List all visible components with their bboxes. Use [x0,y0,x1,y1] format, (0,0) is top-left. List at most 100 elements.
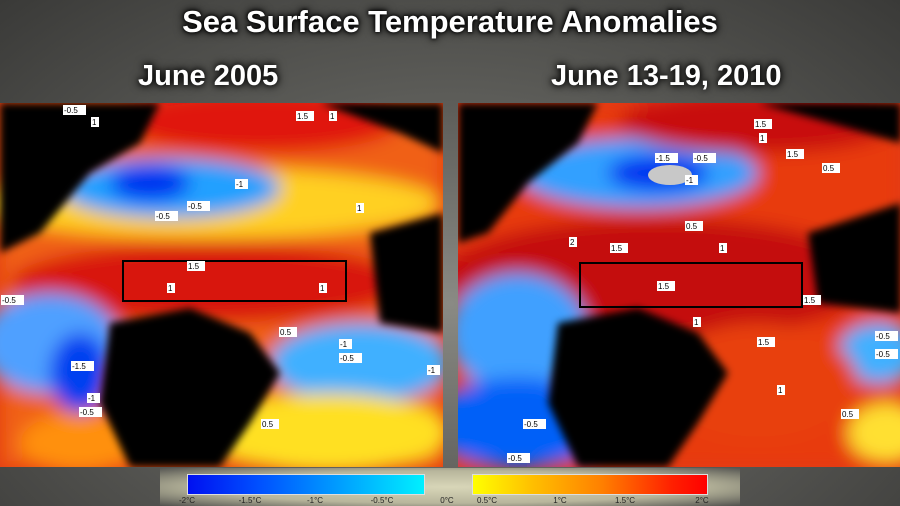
contour-label-bg [167,283,175,293]
highlight-box [579,262,803,308]
contour-label: -0.5 [2,296,16,305]
contour-label-bg [822,163,840,173]
panel-title-2005: June 2005 [138,60,279,92]
map-panel-2005: -0.5 1 1.5 1 -1 -0.5 -0.5 1 1.5 1 1 -0.5 0.5 -1 -0.5 -1… [0,103,443,467]
sst-map-2010: 1.5 -1.5 -0.5 -1 1 1.5 0.5 0.5 2 1.5 1 1.5 1.5 1 1.5 -0… [458,103,900,467]
colorbar-tick: 1°C [553,496,567,505]
contour-label: 1 [694,318,699,327]
contour-label-bg [339,353,362,363]
contour-label: -0.5 [156,212,170,221]
contour-label: -0.5 [64,106,78,115]
contour-label: -1 [236,180,244,189]
contour-label: -1 [428,366,436,375]
contour-label-bg [296,111,314,121]
contour-label-bg [329,111,337,121]
contour-label: -1.5 [72,362,86,371]
contour-label-bg [803,295,821,305]
main-title: Sea Surface Temperature Anomalies [182,4,718,39]
contour-label-bg [261,419,279,429]
panel-title-2010: June 13-19, 2010 [551,60,782,92]
contour-label-bg [319,283,327,293]
colorbar-tick: 1.5°C [614,496,636,505]
contour-label: 0.5 [686,222,698,231]
contour-label: 1.5 [758,338,770,347]
contour-label: -0.5 [188,202,202,211]
contour-label-bg [187,201,210,211]
colorbar-positive [472,474,708,495]
contour-label-bg [759,133,767,143]
contour-label-bg [655,153,678,163]
colorbar-tick: -1°C [306,496,324,505]
contour-label: 1 [92,118,97,127]
contour-label-bg [777,385,785,395]
contour-label-bg [786,149,804,159]
sst-map-2005: -0.5 1 1.5 1 -1 -0.5 -0.5 1 1.5 1 1 -0.5 0.5 -1 -0.5 -1… [0,103,443,467]
contour-label-bg [356,203,364,213]
contour-label-bg [875,349,898,359]
contour-label-bg [523,419,546,429]
contour-label: 1 [168,284,173,293]
contour-label-bg [693,317,701,327]
contour-label: 0.5 [823,164,835,173]
contour-label-bg [427,365,440,375]
contour-label: 1 [720,244,725,253]
contour-label-bg [1,295,24,305]
contour-label-bg [87,393,100,403]
contour-label-bg [841,409,859,419]
contour-label-bg [507,453,530,463]
colorbar-tick: 0°C [440,496,454,505]
contour-label-bg [155,211,178,221]
contour-label: 1 [760,134,765,143]
contour-label: 1 [357,204,362,213]
contour-label: -1 [686,176,694,185]
contour-label: 1 [320,284,325,293]
contour-label: -0.5 [524,420,538,429]
colorbar-tick: 2°C [695,496,709,505]
contour-label-bg [757,337,775,347]
contour-label: 1.5 [787,150,799,159]
contour-label-bg [187,261,205,271]
contour-label-bg [71,361,94,371]
contour-label: -0.5 [876,332,890,341]
contour-label: -0.5 [80,408,94,417]
contour-label: 2 [570,238,575,247]
contour-label: 1 [778,386,783,395]
colorbar-tick: -0.5°C [370,496,394,505]
contour-label-bg [719,243,727,253]
contour-label-bg [693,153,716,163]
contour-label-bg [875,331,898,341]
contour-label: 1.5 [755,120,767,129]
contour-label: 1.5 [611,244,623,253]
contour-label-bg [279,327,297,337]
contour-label-bg [754,119,772,129]
contour-label: -0.5 [876,350,890,359]
contour-label: 1.5 [804,296,816,305]
contour-label: 0.5 [280,328,292,337]
contour-label-bg [569,237,577,247]
contour-label-bg [91,117,99,127]
contour-label: 1.5 [297,112,309,121]
colorbar-negative [187,474,425,495]
highlight-box [122,260,347,302]
contour-label-bg [657,281,675,291]
contour-label: 0.5 [842,410,854,419]
contour-label: 1 [330,112,335,121]
contour-label: -1.5 [656,154,670,163]
contour-label-bg [610,243,628,253]
contour-label: 1.5 [658,282,670,291]
map-panel-2010: 1.5 -1.5 -0.5 -1 1 1.5 0.5 0.5 2 1.5 1 1.5 1.5 1 1.5 -0… [458,103,900,467]
colorbar-tick: -2°C [178,496,196,505]
contour-label-bg [235,179,248,189]
contour-label: -1 [88,394,96,403]
contour-label-bg [339,339,352,349]
colorbar-tick: 0.5°C [476,496,498,505]
contour-label: -0.5 [694,154,708,163]
contour-label-bg [63,105,86,115]
contour-label: -0.5 [340,354,354,363]
contour-label-bg [79,407,102,417]
contour-label-bg [685,221,703,231]
contour-label: 1.5 [188,262,200,271]
contour-label: -0.5 [508,454,522,463]
contour-label: 0.5 [262,420,274,429]
contour-label: -1 [340,340,348,349]
